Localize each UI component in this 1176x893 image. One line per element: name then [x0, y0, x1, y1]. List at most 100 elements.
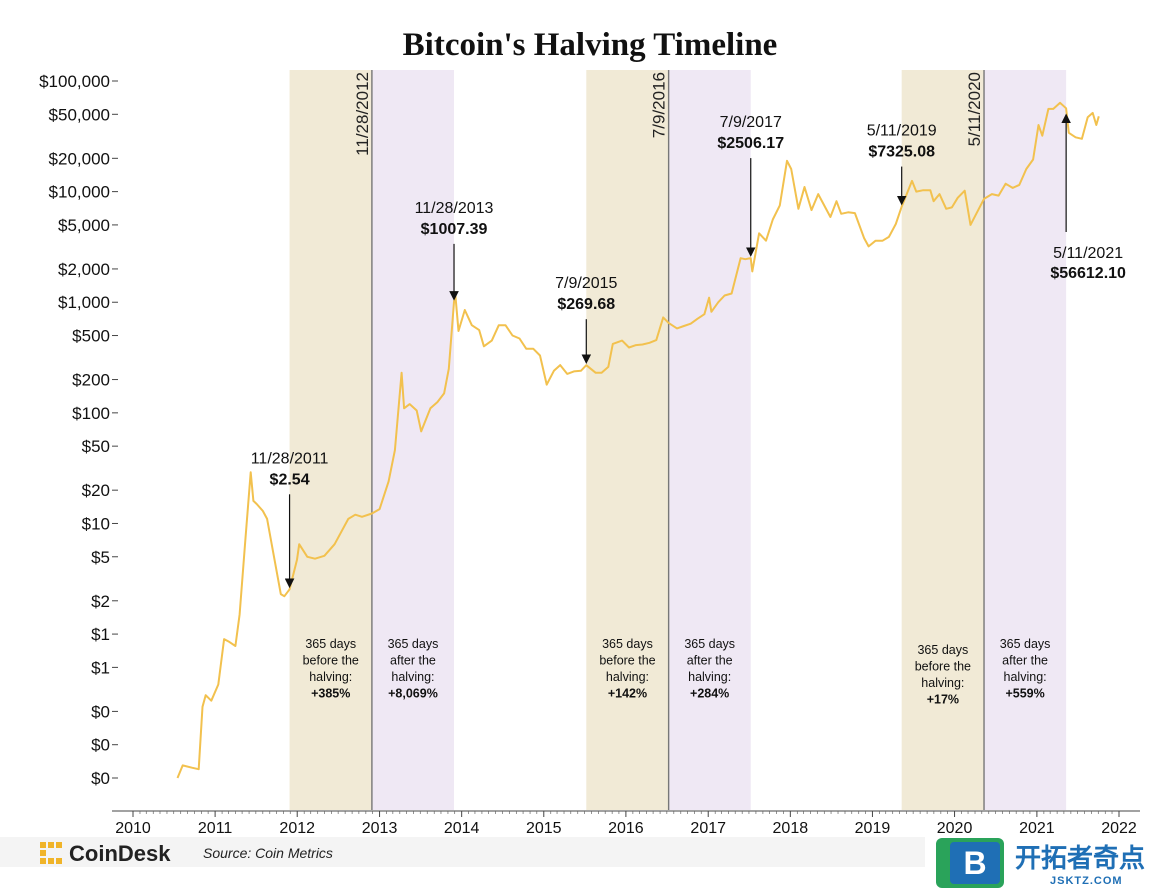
band-text-line: after the: [1002, 654, 1048, 668]
y-tick-label: $5,000: [58, 216, 110, 235]
band-text-line: 365 days: [1000, 637, 1051, 651]
annotation-price: $2506.17: [717, 135, 784, 152]
y-tick-label: $1: [91, 625, 110, 644]
band-text-line: before the: [915, 660, 971, 674]
halving-date-label: 5/11/2020: [965, 72, 984, 146]
annotation-price: $2.54: [270, 471, 310, 488]
band-text-line: 365 days: [388, 637, 439, 651]
annotation-price: $1007.39: [421, 221, 488, 238]
footer: CoinDesk Source: Coin Metrics: [0, 837, 925, 867]
y-tick-label: $100: [72, 404, 110, 423]
band-text-line: halving:: [688, 670, 731, 684]
footer-background: [0, 837, 925, 867]
band-percent: +385%: [311, 687, 350, 701]
y-tick-label: $0: [91, 769, 110, 788]
band-text-line: before the: [303, 654, 359, 668]
band-text-line: 365 days: [602, 637, 653, 651]
annotation-4: 5/11/2019 $7325.08: [867, 123, 937, 206]
x-tick-label: 2021: [1019, 820, 1055, 837]
band-percent: +284%: [690, 687, 729, 701]
halving-date-label: 11/28/2012: [353, 72, 372, 156]
band-after-1: [371, 70, 455, 810]
x-axis: 2010 2011 2012 2013 2014 2015 2016 2017 2018 2019…: [112, 810, 1140, 837]
y-tick-label: $1: [91, 658, 110, 677]
annotation-date: 7/9/2017: [720, 114, 782, 131]
annotation-date: 5/11/2019: [867, 123, 937, 140]
x-tick-label: 2019: [855, 820, 891, 837]
annotation-price: $7325.08: [868, 144, 935, 161]
y-tick-label: $200: [72, 371, 110, 390]
x-tick-label: 2020: [937, 820, 973, 837]
x-tick-label: 2018: [773, 820, 809, 837]
halving-date-label: 7/9/2016: [650, 72, 669, 138]
band-text-line: 365 days: [305, 637, 356, 651]
annotation-date: 11/28/2013: [415, 200, 494, 217]
x-tick-label: 2011: [198, 820, 233, 837]
annotation-date: 7/9/2015: [555, 275, 617, 292]
band-text-line: halving:: [309, 670, 352, 684]
chart-title: Bitcoin's Halving Timeline: [403, 27, 778, 63]
watermark: B 开拓者奇点 JSKTZ.COM: [936, 838, 1145, 888]
coindesk-logo-icon: [40, 842, 62, 864]
band-percent: +559%: [1005, 687, 1044, 701]
y-tick-label: $10: [82, 514, 110, 533]
y-tick-label: $100,000: [39, 72, 110, 91]
watermark-cn-text: 开拓者奇点: [1015, 843, 1145, 874]
band-text-line: halving:: [1004, 670, 1047, 684]
footer-source: Source: Coin Metrics: [203, 845, 333, 861]
jsktz-logo-icon: B: [936, 838, 1004, 888]
y-axis: $0 $0 $0 $1 $1 $2 $5 $10 $20 $50 $100 $200 $500 $1,00…: [39, 72, 118, 788]
price-series: [176, 101, 1100, 779]
band-text-line: after the: [390, 654, 436, 668]
watermark-url: JSKTZ.COM: [1050, 875, 1123, 887]
x-tick-label: 2016: [608, 820, 644, 837]
annotation-1: 11/28/2013 $1007.39: [415, 200, 494, 301]
band-before-4: [901, 70, 985, 810]
y-tick-label: $5: [91, 548, 110, 567]
x-tick-label: 2010: [115, 820, 151, 837]
band-percent: +8,069%: [388, 687, 438, 701]
y-tick-label: $2,000: [58, 260, 110, 279]
y-tick-label: $500: [72, 327, 110, 346]
x-tick-label: 2013: [362, 820, 398, 837]
band-before-2: [586, 70, 669, 810]
band-percent: +17%: [927, 693, 959, 707]
annotation-0: 11/28/2011 $2.54: [251, 450, 329, 589]
x-tick-label: 2014: [444, 820, 480, 837]
annotation-2: 7/9/2015 $269.68: [555, 275, 618, 364]
x-tick-label: 2015: [526, 820, 562, 837]
watermark-badge-letter: B: [963, 845, 986, 881]
y-tick-label: $50,000: [49, 105, 110, 124]
band-after-3: [668, 70, 751, 810]
annotation-5: 5/11/2021 $56612.10: [1050, 113, 1126, 282]
annotation-price: $269.68: [557, 296, 615, 313]
annotation-3: 7/9/2017 $2506.17: [717, 114, 784, 257]
y-tick-label: $2: [91, 592, 110, 611]
x-tick-label: 2022: [1101, 820, 1137, 837]
y-tick-label: $50: [82, 437, 110, 456]
y-tick-label: $0: [91, 702, 110, 721]
annotations: 11/28/2011 $2.54 11/28/2013 $1007.39 7/9/201…: [251, 113, 1126, 589]
y-tick-label: $20,000: [49, 149, 110, 168]
band-text-line: halving:: [391, 670, 434, 684]
annotation-price: $56612.10: [1050, 265, 1126, 282]
footer-brand: CoinDesk: [69, 841, 171, 866]
band-text-line: after the: [687, 654, 733, 668]
annotation-date: 5/11/2021: [1053, 245, 1123, 262]
band-text-line: 365 days: [684, 637, 735, 651]
band-text-line: halving:: [921, 676, 964, 690]
y-tick-label: $10,000: [49, 183, 110, 202]
halving-bands: 365 days before the halving: +385% 365 days a…: [289, 70, 1067, 810]
band-text-line: halving:: [606, 670, 649, 684]
band-text-line: 365 days: [917, 643, 968, 657]
band-percent: +142%: [608, 687, 647, 701]
band-text-line: before the: [599, 654, 655, 668]
y-tick-label: $0: [91, 736, 110, 755]
price-line: [176, 101, 1100, 779]
band-after-5: [984, 70, 1067, 810]
y-tick-label: $1,000: [58, 293, 110, 312]
x-tick-label: 2017: [690, 820, 726, 837]
x-tick-label: 2012: [279, 820, 315, 837]
annotation-date: 11/28/2011: [251, 450, 329, 467]
